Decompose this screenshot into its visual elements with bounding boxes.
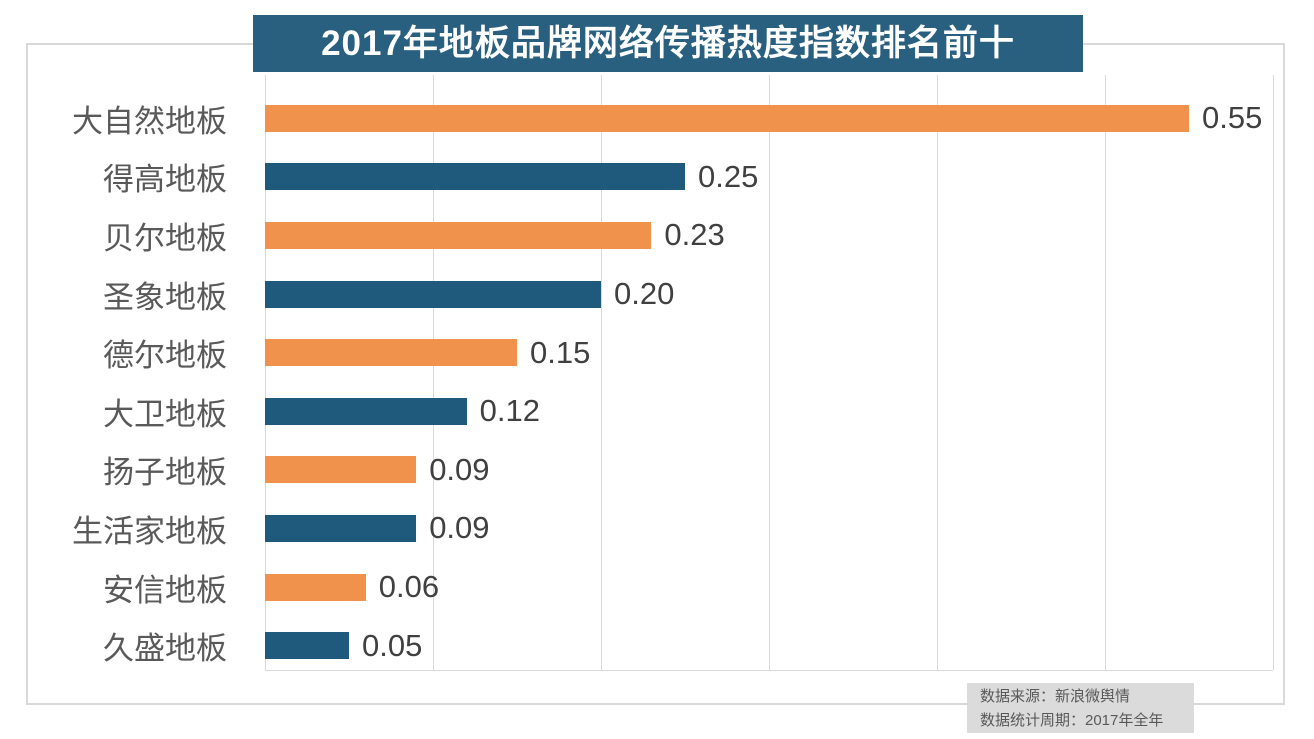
value-label: 0.09 xyxy=(429,510,490,546)
data-source-note: 数据来源：新浪微舆情 数据统计周期：2017年全年 xyxy=(967,683,1194,733)
bar-track: 0.20 xyxy=(265,276,1273,311)
chart-frame xyxy=(26,43,1285,705)
category-label: 大自然地板 xyxy=(72,103,227,139)
bar-track: 0.05 xyxy=(265,628,1273,663)
bar xyxy=(265,339,517,367)
bar-track: 0.09 xyxy=(265,452,1273,487)
gridline xyxy=(1105,75,1106,670)
gridline xyxy=(1273,75,1274,670)
value-label: 0.25 xyxy=(698,158,759,194)
category-label: 大卫地板 xyxy=(103,396,227,432)
category-label: 扬子地板 xyxy=(103,455,227,491)
value-label: 0.20 xyxy=(614,276,675,312)
bar xyxy=(265,632,349,660)
category-label: 贝尔地板 xyxy=(103,220,227,256)
value-label: 0.06 xyxy=(378,569,440,605)
bar-row: 大自然地板 0.55 xyxy=(28,89,1288,148)
bar-row: 圣象地板 0.20 xyxy=(28,265,1288,324)
bar xyxy=(265,456,417,484)
bar-row: 贝尔地板 0.23 xyxy=(28,206,1288,265)
data-period-line: 数据统计周期：2017年全年 xyxy=(980,712,1164,729)
value-label: 0.23 xyxy=(664,217,725,253)
gridlines xyxy=(265,75,1274,671)
bar xyxy=(265,163,685,191)
category-label: 圣象地板 xyxy=(103,279,227,315)
bar-track: 0.09 xyxy=(265,510,1273,545)
bar-row: 大卫地板 0.12 xyxy=(28,382,1288,441)
bar-track: 0.25 xyxy=(265,159,1273,194)
bar xyxy=(265,104,1189,132)
category-label: 生活家地板 xyxy=(72,513,227,549)
bar xyxy=(265,280,601,308)
bar xyxy=(265,397,467,425)
bar-row: 久盛地板 0.05 xyxy=(28,616,1288,675)
value-label: 0.12 xyxy=(479,393,540,429)
data-source-line: 数据来源：新浪微舆情 xyxy=(980,688,1131,705)
gridline xyxy=(265,75,266,670)
bar-row: 安信地板 0.06 xyxy=(28,558,1288,617)
gridline xyxy=(937,75,938,670)
gridline xyxy=(601,75,602,670)
bar xyxy=(265,514,417,542)
value-label: 0.15 xyxy=(530,334,591,370)
value-label: 0.09 xyxy=(429,451,490,487)
category-label: 安信地板 xyxy=(103,572,227,608)
bar xyxy=(265,221,652,249)
gridline xyxy=(769,75,770,670)
bar xyxy=(265,573,366,601)
chart-title: 2017年地板品牌网络传播热度指数排名前十 xyxy=(253,15,1083,72)
bar-track: 0.23 xyxy=(265,217,1273,252)
bar-track: 0.12 xyxy=(265,393,1273,428)
bar-rows: 大自然地板 0.55 得高地板 0.25 贝尔地板 0.23 圣象地板 0.20 德尔地板 0.1… xyxy=(28,89,1288,675)
bar-track: 0.55 xyxy=(265,100,1273,135)
bar-row: 德尔地板 0.15 xyxy=(28,323,1288,382)
category-label: 久盛地板 xyxy=(103,631,227,667)
bar-track: 0.15 xyxy=(265,335,1273,370)
bar-row: 扬子地板 0.09 xyxy=(28,441,1288,500)
value-label: 0.05 xyxy=(362,627,423,663)
bar-row: 得高地板 0.25 xyxy=(28,148,1288,207)
value-label: 0.55 xyxy=(1202,100,1263,136)
gridline xyxy=(433,75,434,670)
bar-track: 0.06 xyxy=(265,569,1273,604)
category-label: 德尔地板 xyxy=(103,338,227,374)
category-label: 得高地板 xyxy=(103,162,227,198)
bar-row: 生活家地板 0.09 xyxy=(28,499,1288,558)
